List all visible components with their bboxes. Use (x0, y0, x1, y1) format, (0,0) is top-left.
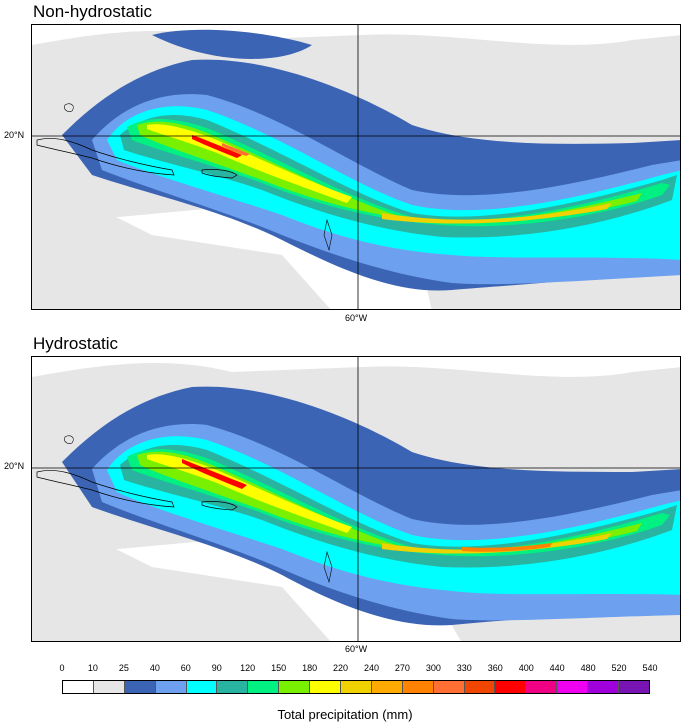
colorbar-swatch (247, 681, 279, 693)
colorbar-tick-label: 90 (211, 663, 222, 673)
colorbar-tick-label: 520 (611, 663, 627, 673)
colorbar-tick-label: 240 (363, 663, 379, 673)
colorbar-swatch (92, 681, 124, 693)
colorbar-swatch (278, 681, 310, 693)
colorbar-swatch (340, 681, 371, 693)
colorbar-title: Total precipitation (mm) (277, 707, 413, 722)
colorbar-tick-label: 180 (302, 663, 318, 673)
colorbar-tick-label: 400 (518, 663, 534, 673)
colorbar-swatch (556, 681, 588, 693)
precipitation-map-hydrostatic (31, 356, 681, 642)
colorbar-tick-label: 540 (642, 663, 658, 673)
colorbar-swatch (216, 681, 248, 693)
colorbar-swatch (618, 681, 649, 693)
precipitation-map-nonhydrostatic (31, 24, 681, 310)
colorbar-tick-label: 150 (271, 663, 287, 673)
colorbar-swatch (123, 681, 155, 693)
colorbar-tick-label: 0 (59, 663, 65, 673)
longitude-label: 60°W (345, 644, 368, 654)
colorbar-swatch (432, 681, 464, 693)
colorbar-tick-label: 60 (180, 663, 191, 673)
colorbar-tick-label: 40 (149, 663, 160, 673)
colorbar-tick-label: 25 (118, 663, 129, 673)
latitude-label: 20°N (4, 461, 25, 471)
latitude-label: 20°N (4, 130, 25, 140)
colorbar-tick-label: 360 (487, 663, 503, 673)
colorbar-tick-label: 480 (580, 663, 596, 673)
colorbar-tick-label: 120 (240, 663, 256, 673)
colorbar-swatch (309, 681, 341, 693)
colorbar-swatch (370, 681, 402, 693)
colorbar-swatch (587, 681, 619, 693)
colorbar-tick-label: 270 (394, 663, 410, 673)
colorbar-swatch (185, 681, 217, 693)
colorbar-swatch (63, 681, 93, 693)
colorbar-tick-label: 220 (333, 663, 349, 673)
colorbar-swatch (525, 681, 557, 693)
colorbar-tick-label: 330 (456, 663, 472, 673)
colorbar-swatch (401, 681, 433, 693)
panel-title: Non-hydrostatic (33, 2, 153, 21)
colorbar-tick-label: 10 (87, 663, 98, 673)
colorbar-swatch (154, 681, 186, 693)
colorbar-swatch (463, 681, 495, 693)
colorbar (62, 680, 650, 694)
colorbar-swatch (494, 681, 526, 693)
panel-title: Hydrostatic (33, 334, 119, 353)
longitude-label: 60°W (345, 313, 368, 323)
colorbar-tick-label: 440 (549, 663, 565, 673)
colorbar-tick-label: 300 (425, 663, 441, 673)
